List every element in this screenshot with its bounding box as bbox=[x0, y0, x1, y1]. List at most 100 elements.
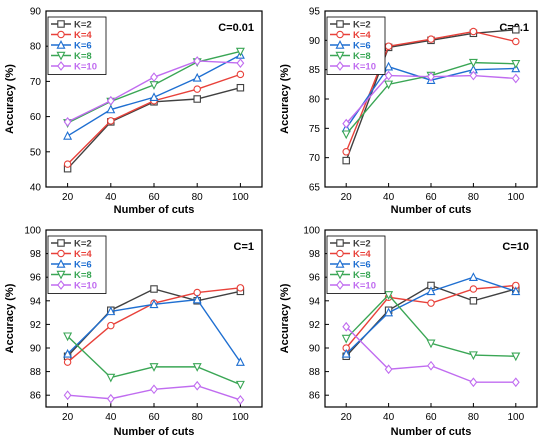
x-tick-label: 40 bbox=[383, 412, 395, 423]
data-point bbox=[512, 37, 520, 46]
data-point bbox=[149, 299, 159, 309]
legend-item: K=4 bbox=[51, 30, 92, 41]
legend-item: K=4 bbox=[51, 249, 92, 260]
x-tick-label: 100 bbox=[232, 412, 249, 423]
data-point bbox=[236, 70, 245, 79]
legend-item: K=6 bbox=[51, 258, 92, 271]
data-point bbox=[192, 363, 202, 372]
legend-label: K=6 bbox=[74, 260, 92, 271]
x-tick-label: 20 bbox=[341, 412, 353, 423]
y-tick-label: 98 bbox=[309, 249, 321, 260]
y-tick-label: 85 bbox=[309, 65, 321, 76]
series-k-6 bbox=[63, 294, 245, 366]
data-point bbox=[384, 307, 394, 317]
legend-marker bbox=[336, 20, 344, 28]
data-point bbox=[426, 286, 436, 296]
data-point bbox=[384, 42, 393, 50]
data-point bbox=[192, 294, 202, 304]
y-tick-label: 90 bbox=[309, 344, 321, 355]
data-point bbox=[342, 156, 350, 165]
legend-item: K=10 bbox=[51, 61, 97, 73]
y-tick-label: 50 bbox=[30, 147, 42, 158]
legend: K=2K=4K=6K=8K=10 bbox=[47, 16, 107, 75]
legend-item: K=10 bbox=[51, 280, 97, 292]
legend-label: K=10 bbox=[74, 62, 97, 73]
y-tick-label: 90 bbox=[309, 36, 321, 47]
x-tick-label: 60 bbox=[148, 412, 160, 423]
legend-item: K=10 bbox=[330, 61, 376, 73]
data-point bbox=[341, 348, 351, 358]
data-point bbox=[236, 395, 245, 405]
legend-marker bbox=[56, 39, 66, 49]
x-tick-label: 40 bbox=[105, 412, 117, 423]
y-tick-label: 92 bbox=[309, 320, 321, 331]
y-tick-label: 60 bbox=[30, 112, 42, 123]
legend-marker bbox=[336, 249, 344, 258]
legend-marker bbox=[57, 280, 65, 290]
legend-marker bbox=[335, 39, 345, 49]
data-point bbox=[384, 364, 393, 375]
x-tick-label: 80 bbox=[192, 192, 204, 203]
legend-item: K=10 bbox=[330, 280, 376, 292]
data-point bbox=[107, 321, 115, 330]
y-tick-label: 98 bbox=[30, 249, 42, 260]
data-point bbox=[63, 358, 72, 366]
data-point bbox=[469, 377, 478, 388]
data-point bbox=[193, 95, 201, 103]
y-axis-label: Accuracy (%) bbox=[279, 283, 291, 353]
data-point bbox=[63, 348, 73, 358]
legend-marker bbox=[57, 30, 65, 39]
data-point bbox=[469, 70, 478, 81]
y-tick-label: 40 bbox=[30, 183, 42, 194]
data-point bbox=[426, 339, 436, 349]
y-tick-label: 88 bbox=[309, 367, 321, 378]
y-tick-label: 94 bbox=[30, 296, 42, 307]
series-k-8 bbox=[341, 291, 521, 362]
legend: K=2K=4K=6K=8K=10 bbox=[47, 235, 107, 294]
data-point bbox=[512, 26, 520, 34]
x-axis-label: Number of cuts bbox=[114, 204, 195, 216]
legend-marker bbox=[57, 61, 65, 71]
legend-item: K=8 bbox=[330, 270, 371, 281]
legend-marker bbox=[335, 270, 345, 280]
y-tick-label: 86 bbox=[309, 391, 321, 402]
legend-label: K=2 bbox=[353, 239, 371, 250]
data-point bbox=[511, 73, 520, 84]
x-axis-label: Number of cuts bbox=[391, 426, 472, 438]
data-point bbox=[236, 83, 245, 92]
data-point bbox=[235, 47, 245, 57]
data-point bbox=[468, 272, 478, 281]
series-k-10 bbox=[63, 380, 245, 405]
x-tick-label: 80 bbox=[468, 412, 480, 423]
y-tick-label: 65 bbox=[309, 183, 321, 194]
x-tick-label: 80 bbox=[468, 192, 480, 203]
data-point bbox=[150, 384, 158, 395]
data-point bbox=[511, 286, 521, 296]
legend-item: K=8 bbox=[51, 51, 92, 62]
x-tick-label: 60 bbox=[425, 192, 437, 203]
data-point bbox=[192, 72, 202, 82]
data-point bbox=[63, 116, 72, 127]
data-point bbox=[427, 299, 435, 307]
legend-marker bbox=[57, 20, 65, 28]
data-point bbox=[106, 393, 115, 404]
c-value-annotation: C=1 bbox=[234, 241, 255, 253]
data-point bbox=[511, 60, 521, 69]
y-tick-label: 86 bbox=[30, 391, 42, 402]
chart-c-0-1: 65 70 75 80 85 90 95 20 40 60 80 100 Number of cuts A… bbox=[279, 7, 538, 216]
data-point bbox=[150, 285, 158, 293]
legend: K=2K=4K=6K=8K=10 bbox=[326, 16, 386, 75]
data-point bbox=[236, 58, 245, 68]
legend-marker bbox=[56, 270, 66, 280]
legend-marker bbox=[56, 51, 66, 61]
chart-c-1: 86 88 90 92 94 96 98 100 20 40 60 80 100 Number of cu… bbox=[4, 226, 263, 438]
legend-label: K=10 bbox=[74, 281, 97, 292]
y-tick-label: 90 bbox=[30, 7, 42, 18]
series-k-6 bbox=[341, 272, 521, 358]
legend-label: K=8 bbox=[74, 51, 92, 62]
y-tick-label: 95 bbox=[309, 7, 321, 18]
legend-label: K=2 bbox=[74, 239, 92, 250]
y-tick-label: 80 bbox=[30, 42, 42, 53]
legend-label: K=2 bbox=[353, 20, 371, 31]
x-tick-label: 100 bbox=[507, 412, 524, 423]
